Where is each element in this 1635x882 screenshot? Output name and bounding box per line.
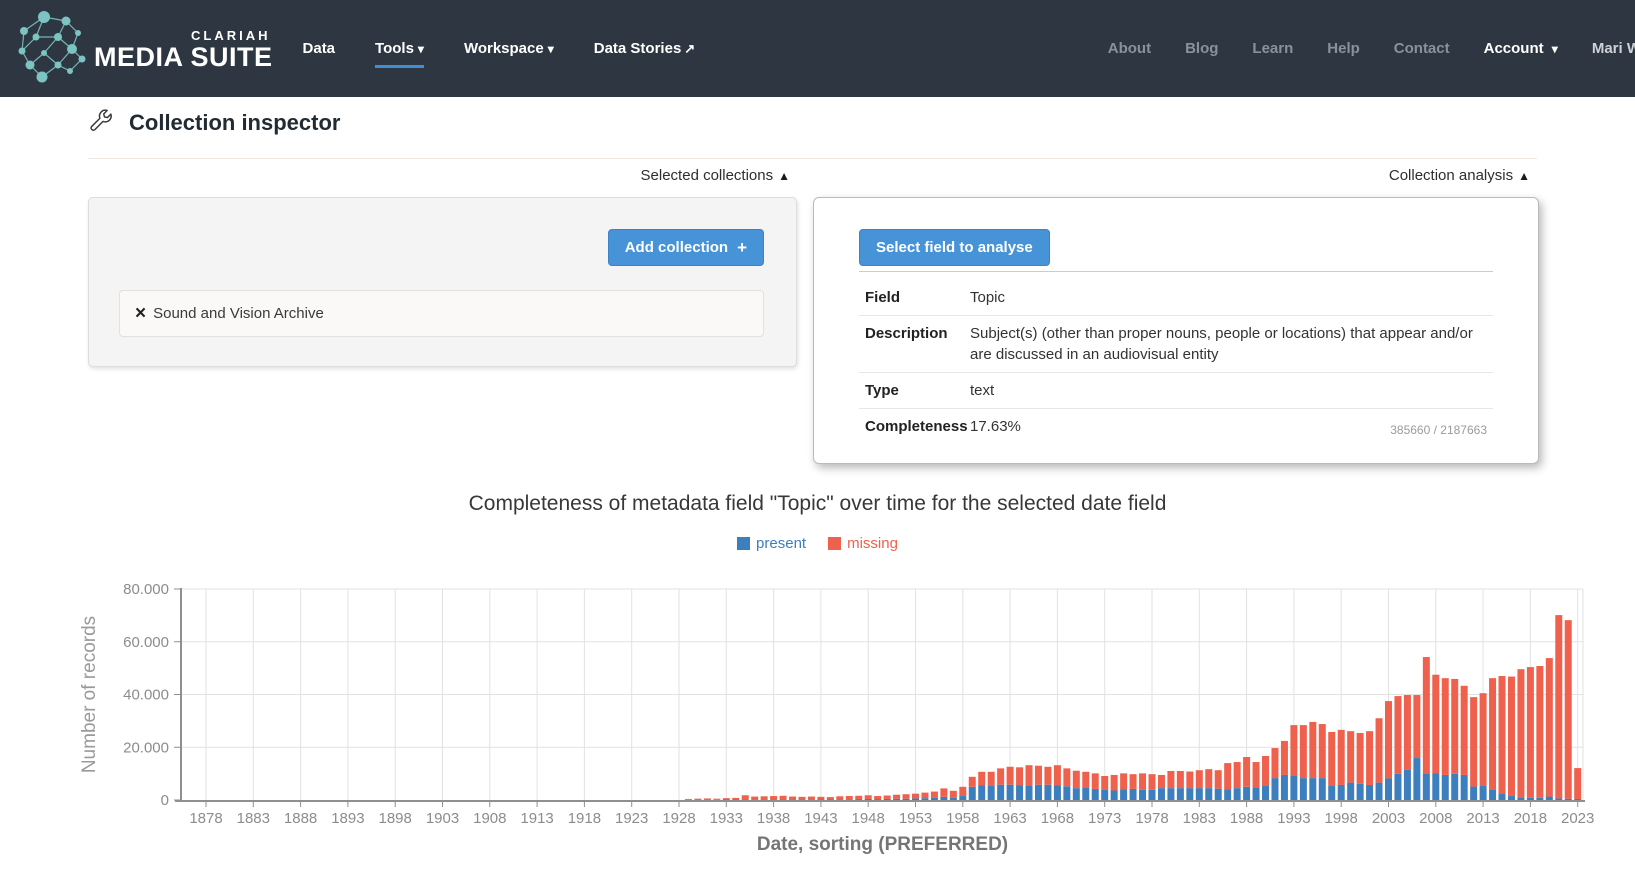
svg-text:1983: 1983 <box>1183 810 1216 827</box>
svg-text:1958: 1958 <box>946 810 979 827</box>
svg-text:1913: 1913 <box>520 810 553 827</box>
panel-divider <box>859 271 1493 272</box>
svg-text:1968: 1968 <box>1041 810 1074 827</box>
svg-text:1893: 1893 <box>331 810 364 827</box>
collection-analysis-header[interactable]: Collection analysis▲ <box>813 167 1530 184</box>
top-navbar: CLARIAH MEDIA SUITE Data Tools▾ Workspac… <box>0 0 1635 97</box>
svg-text:1978: 1978 <box>1135 810 1168 827</box>
secondary-nav: About Blog Learn Help Contact Account ▾ … <box>1108 40 1635 57</box>
svg-text:1963: 1963 <box>993 810 1026 827</box>
nav-item-about[interactable]: About <box>1108 40 1151 57</box>
clariah-media-suite-logo[interactable]: CLARIAH MEDIA SUITE <box>14 7 273 90</box>
svg-text:1883: 1883 <box>237 810 270 827</box>
svg-text:1933: 1933 <box>710 810 743 827</box>
missing-swatch-icon <box>828 537 841 550</box>
brand-clariah: CLARIAH <box>94 28 273 43</box>
bars <box>685 615 1581 800</box>
remove-collection-icon[interactable]: × <box>135 304 146 323</box>
table-row-completeness: Completeness 17.63% 385660 / 2187663 <box>859 409 1493 448</box>
svg-text:1953: 1953 <box>899 810 932 827</box>
selected-collections-header[interactable]: Selected collections▲ <box>88 167 790 184</box>
nav-item-data-stories[interactable]: Data Stories↗ <box>594 40 695 68</box>
collapse-icon: ▲ <box>1518 169 1530 183</box>
brand-text: CLARIAH MEDIA SUITE <box>94 28 273 72</box>
nav-item-learn[interactable]: Learn <box>1252 40 1293 57</box>
svg-text:1938: 1938 <box>757 810 790 827</box>
chart-title: Completeness of metadata field "Topic" o… <box>0 492 1635 516</box>
page-heading: Collection inspector <box>88 107 340 139</box>
select-field-button[interactable]: Select field to analyse <box>859 229 1050 266</box>
collection-name: Sound and Vision Archive <box>153 305 324 322</box>
svg-text:60.000: 60.000 <box>123 634 169 651</box>
chevron-down-icon: ▾ <box>548 42 554 56</box>
main-nav: Data Tools▾ Workspace▾ Data Stories↗ <box>303 40 696 57</box>
table-row-field: Field Topic <box>859 280 1493 316</box>
nav-item-contact[interactable]: Contact <box>1394 40 1450 57</box>
svg-text:2018: 2018 <box>1514 810 1547 827</box>
wrench-icon <box>88 107 115 139</box>
svg-text:0: 0 <box>161 792 169 809</box>
record-count: 385660 / 2187663 <box>1390 416 1487 441</box>
svg-text:1928: 1928 <box>662 810 695 827</box>
svg-text:1998: 1998 <box>1325 810 1358 827</box>
svg-text:2008: 2008 <box>1419 810 1452 827</box>
network-logo-icon <box>14 7 92 90</box>
nav-item-help[interactable]: Help <box>1327 40 1360 57</box>
nav-item-data[interactable]: Data <box>303 40 336 68</box>
svg-text:1948: 1948 <box>852 810 885 827</box>
completeness-bar-chart: 0 20.000 40.000 60.000 80.000 1878 1883 1888 189… <box>60 558 1605 858</box>
chevron-down-icon: ▾ <box>1552 42 1558 56</box>
svg-text:1908: 1908 <box>473 810 506 827</box>
svg-text:20.000: 20.000 <box>123 739 169 756</box>
nav-item-blog[interactable]: Blog <box>1185 40 1218 57</box>
svg-text:1888: 1888 <box>284 810 317 827</box>
svg-text:1923: 1923 <box>615 810 648 827</box>
nav-item-tools[interactable]: Tools▾ <box>375 40 424 68</box>
legend-item[interactable]: present <box>737 535 806 552</box>
collection-item[interactable]: × Sound and Vision Archive <box>119 290 764 337</box>
add-collection-button[interactable]: Add collection+ <box>608 229 764 266</box>
svg-text:2013: 2013 <box>1466 810 1499 827</box>
legend-item[interactable]: missing <box>828 535 898 552</box>
collection-analysis-panel: Select field to analyse Field Topic Desc… <box>813 197 1539 464</box>
svg-text:1993: 1993 <box>1277 810 1310 827</box>
heading-divider <box>88 158 1537 159</box>
svg-text:1878: 1878 <box>189 810 222 827</box>
table-row-description: Description Subject(s) (other than prope… <box>859 316 1493 373</box>
nav-item-workspace[interactable]: Workspace▾ <box>464 40 554 68</box>
collection-inspector-page: CLARIAH MEDIA SUITE Data Tools▾ Workspac… <box>0 0 1635 882</box>
chevron-down-icon: ▾ <box>418 42 424 56</box>
svg-text:2003: 2003 <box>1372 810 1405 827</box>
svg-text:1918: 1918 <box>568 810 601 827</box>
present-swatch-icon <box>737 537 750 550</box>
field-info-table: Field Topic Description Subject(s) (othe… <box>859 280 1493 448</box>
brand-media-suite: MEDIA SUITE <box>94 43 273 72</box>
svg-text:2023: 2023 <box>1561 810 1594 827</box>
account-menu[interactable]: Account ▾ <box>1484 40 1558 57</box>
svg-text:1973: 1973 <box>1088 810 1121 827</box>
plus-icon: + <box>737 238 747 258</box>
user-name[interactable]: Mari W <box>1592 40 1635 57</box>
svg-text:40.000: 40.000 <box>123 687 169 704</box>
chart-legend: present missing <box>0 535 1635 552</box>
external-link-icon: ↗ <box>684 41 695 56</box>
axes: 0 20.000 40.000 60.000 80.000 1878 1883 1888 189… <box>79 581 1594 855</box>
svg-text:1898: 1898 <box>379 810 412 827</box>
table-row-type: Type text <box>859 373 1493 409</box>
svg-text:1988: 1988 <box>1230 810 1263 827</box>
page-title: Collection inspector <box>129 110 340 136</box>
x-axis-title: Date, sorting (PREFERRED) <box>757 834 1008 855</box>
y-axis-title: Number of records <box>79 616 100 773</box>
svg-text:80.000: 80.000 <box>123 581 169 598</box>
collapse-icon: ▲ <box>778 169 790 183</box>
svg-text:1943: 1943 <box>804 810 837 827</box>
selected-collections-panel: Add collection+ × Sound and Vision Archi… <box>88 197 797 367</box>
svg-text:1903: 1903 <box>426 810 459 827</box>
